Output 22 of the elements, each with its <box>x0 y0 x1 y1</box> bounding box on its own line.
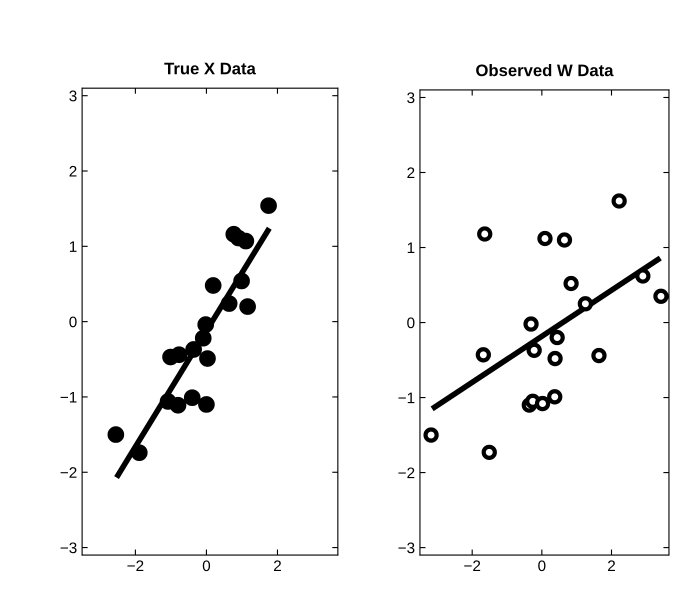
x-tick-label: −2 <box>464 560 480 572</box>
y-tick-label: 0 <box>407 317 414 328</box>
chart-title: Observed W Data <box>476 64 614 76</box>
y-tick-label: 3 <box>69 90 77 102</box>
y-tick-label: 2 <box>407 167 414 178</box>
y-tick-label: 3 <box>407 92 414 104</box>
y-tick-label: −3 <box>60 542 77 554</box>
x-tick-label: 2 <box>274 560 281 572</box>
y-tick-label: −1 <box>398 392 414 404</box>
y-tick-label: 0 <box>69 316 77 328</box>
x-tick-label: −2 <box>127 560 144 572</box>
y-tick-label: −3 <box>398 542 414 554</box>
x-tick-label: 2 <box>608 560 615 572</box>
y-tick-label: 1 <box>408 242 414 254</box>
y-tick-label: 1 <box>70 241 76 252</box>
y-tick-label: 2 <box>70 166 76 177</box>
x-tick-label: 0 <box>538 560 546 572</box>
chart-title: True X Data <box>164 62 256 74</box>
x-tick-label: 0 <box>202 560 210 572</box>
y-tick-label: −2 <box>398 467 414 478</box>
y-tick-label: −2 <box>60 467 76 478</box>
y-tick-label: −1 <box>60 392 76 402</box>
